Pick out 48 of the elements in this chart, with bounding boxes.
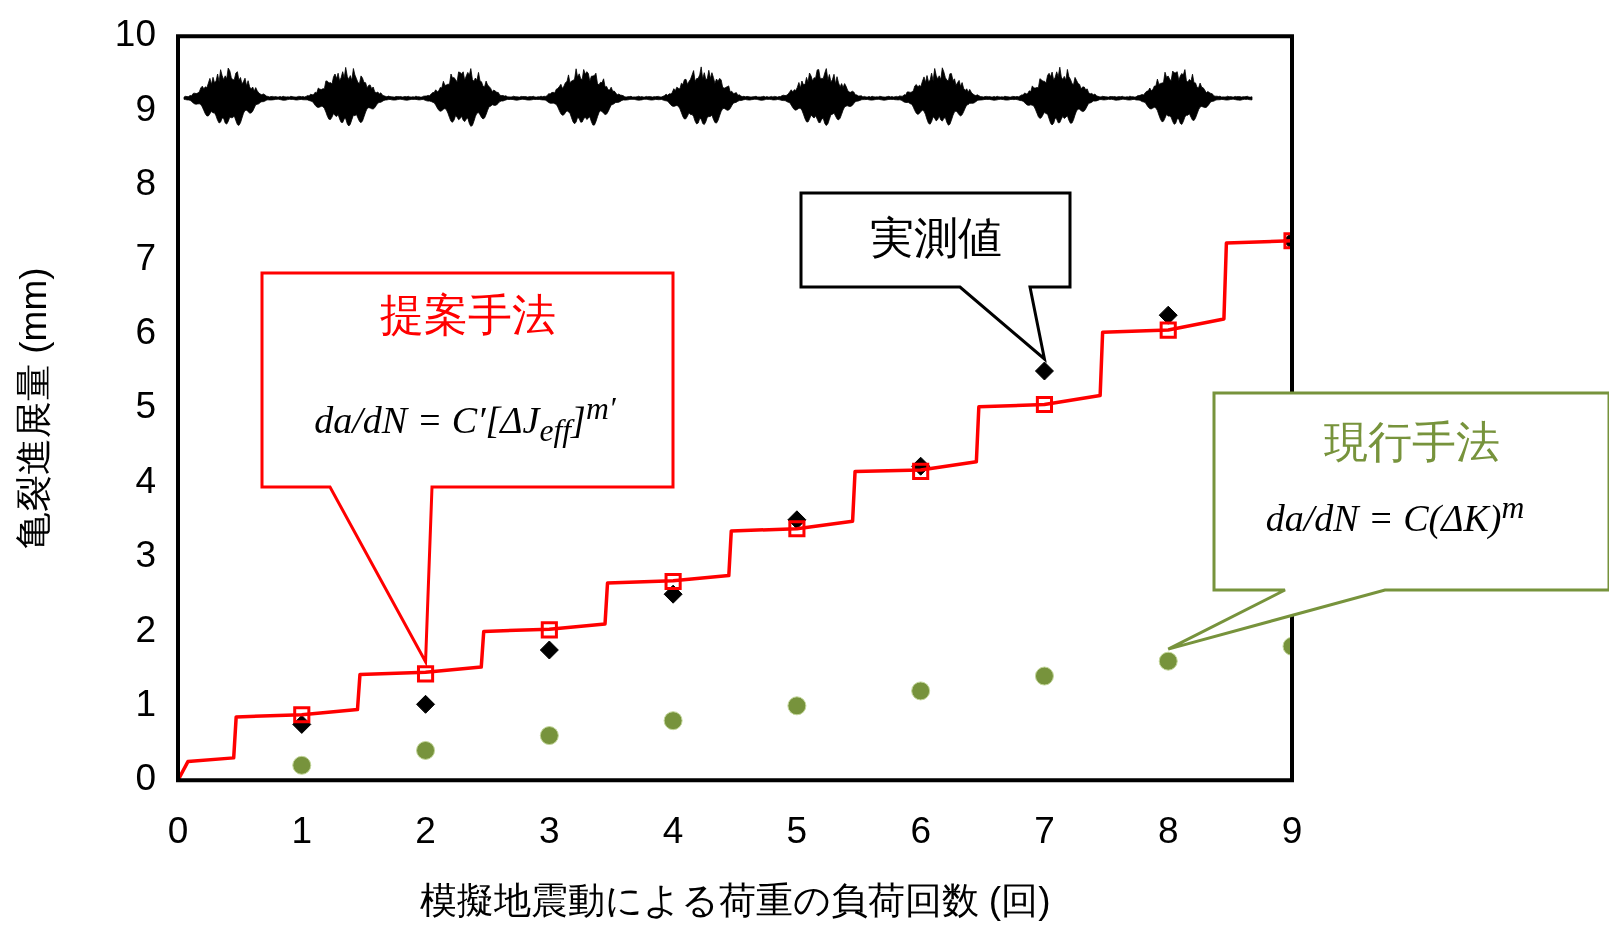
point bbox=[540, 621, 558, 639]
y-tick-label: 4 bbox=[135, 459, 156, 501]
point bbox=[1159, 321, 1177, 339]
point bbox=[1158, 305, 1178, 325]
point bbox=[1158, 651, 1178, 671]
y-tick-label: 9 bbox=[135, 87, 156, 129]
point bbox=[912, 462, 930, 481]
annotation: da/dN = C(ΔK)$^{m}$ bbox=[1265, 489, 1525, 541]
point bbox=[664, 572, 682, 591]
y-tick-label: 0 bbox=[135, 757, 156, 799]
point bbox=[416, 694, 436, 714]
x-tick-label: 6 bbox=[910, 809, 931, 851]
y-tick-label: 1 bbox=[135, 683, 156, 724]
point bbox=[292, 755, 312, 775]
point bbox=[539, 726, 559, 746]
point bbox=[788, 520, 806, 538]
x-tick-label: 2 bbox=[415, 809, 436, 851]
point bbox=[911, 681, 931, 701]
x-tick-label: 7 bbox=[1034, 809, 1055, 851]
x-tick-label: 9 bbox=[1281, 809, 1303, 851]
point bbox=[1034, 361, 1054, 381]
y-axis-title: 亀裂進展量 (mm) bbox=[13, 267, 55, 549]
y-tick-label: 7 bbox=[135, 236, 156, 278]
point bbox=[787, 696, 807, 716]
y-tick-label: 6 bbox=[135, 311, 156, 352]
point bbox=[293, 706, 311, 724]
x-tick-label: 3 bbox=[539, 809, 560, 851]
y-tick-label: 8 bbox=[135, 162, 156, 204]
annotation: da/dN = C′[ΔJ$_{eff}$]$^{m′}$ bbox=[314, 390, 616, 450]
point bbox=[1035, 395, 1054, 414]
point bbox=[1034, 666, 1054, 686]
text: 提案手法 bbox=[379, 288, 556, 341]
y-tick-label: 2 bbox=[135, 608, 156, 650]
text: 現行手法 bbox=[1323, 415, 1500, 468]
y-tick-label: 10 bbox=[114, 13, 156, 55]
x-tick-label: 0 bbox=[167, 809, 189, 851]
x-tick-label: 1 bbox=[291, 809, 313, 851]
point bbox=[663, 711, 683, 731]
y-tick-label: 3 bbox=[135, 534, 156, 576]
x-tick-label: 4 bbox=[662, 809, 684, 851]
point bbox=[416, 665, 435, 683]
point bbox=[539, 640, 559, 660]
y-tick-label: 5 bbox=[135, 385, 156, 427]
text: 実測値 bbox=[869, 211, 1002, 264]
x-tick-label: 5 bbox=[786, 809, 808, 851]
x-axis-title: 模擬地震動による荷重の負荷回数 (回) bbox=[419, 880, 1051, 921]
point bbox=[416, 740, 436, 760]
x-tick-label: 8 bbox=[1157, 809, 1179, 851]
